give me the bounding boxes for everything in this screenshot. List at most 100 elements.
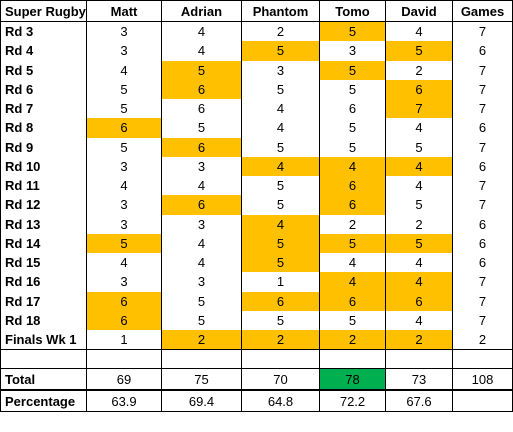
score-cell[interactable]: 5 xyxy=(241,137,320,157)
score-cell[interactable]: 5 xyxy=(241,176,320,196)
games-cell[interactable]: 7 xyxy=(452,176,513,196)
score-cell[interactable]: 5 xyxy=(161,60,242,80)
round-label[interactable]: Rd 3 xyxy=(0,21,87,42)
round-label[interactable]: Rd 8 xyxy=(0,118,87,138)
score-cell[interactable]: 5 xyxy=(86,99,162,119)
score-cell[interactable]: 4 xyxy=(241,156,320,176)
score-cell[interactable]: 5 xyxy=(385,41,453,61)
score-cell[interactable]: 5 xyxy=(319,60,386,80)
score-cell[interactable]: 6 xyxy=(86,118,162,138)
header-phantom[interactable]: Phantom xyxy=(241,0,320,22)
score-cell[interactable]: 5 xyxy=(161,310,242,330)
games-cell[interactable]: 6 xyxy=(452,233,513,253)
round-label[interactable]: Finals Wk 1 xyxy=(0,330,87,351)
games-cell[interactable]: 7 xyxy=(452,195,513,215)
score-cell[interactable]: 2 xyxy=(385,60,453,80)
score-cell[interactable]: 4 xyxy=(319,253,386,273)
score-cell[interactable]: 2 xyxy=(319,330,386,351)
header-super-rugby[interactable]: Super Rugby xyxy=(0,0,87,22)
round-label[interactable]: Rd 6 xyxy=(0,79,87,99)
games-cell[interactable]: 7 xyxy=(452,21,513,42)
score-cell[interactable]: 5 xyxy=(86,79,162,99)
score-cell[interactable]: 3 xyxy=(319,41,386,61)
percentage-games-cell[interactable] xyxy=(452,390,513,413)
round-label[interactable]: Rd 12 xyxy=(0,195,87,215)
score-cell[interactable]: 2 xyxy=(241,330,320,351)
games-cell[interactable]: 6 xyxy=(452,253,513,273)
round-label[interactable]: Rd 9 xyxy=(0,137,87,157)
score-cell[interactable]: 5 xyxy=(241,41,320,61)
games-cell[interactable]: 6 xyxy=(452,118,513,138)
score-cell[interactable]: 2 xyxy=(385,214,453,234)
score-cell[interactable]: 6 xyxy=(385,291,453,311)
score-cell[interactable]: 2 xyxy=(385,330,453,351)
score-cell[interactable]: 6 xyxy=(161,79,242,99)
score-cell[interactable]: 2 xyxy=(161,330,242,351)
score-cell[interactable]: 3 xyxy=(86,156,162,176)
score-cell[interactable]: 4 xyxy=(385,21,453,42)
total-cell[interactable]: 73 xyxy=(385,368,453,392)
score-cell[interactable]: 4 xyxy=(161,41,242,61)
score-cell[interactable]: 5 xyxy=(241,233,320,253)
score-cell[interactable]: 3 xyxy=(161,156,242,176)
total-cell[interactable]: 78 xyxy=(319,368,386,392)
round-label[interactable]: Rd 18 xyxy=(0,310,87,330)
games-cell[interactable]: 7 xyxy=(452,137,513,157)
score-cell[interactable]: 5 xyxy=(241,195,320,215)
round-label[interactable]: Rd 10 xyxy=(0,156,87,176)
score-cell[interactable]: 5 xyxy=(319,233,386,253)
score-cell[interactable]: 6 xyxy=(319,99,386,119)
total-games-cell[interactable]: 108 xyxy=(452,368,513,392)
score-cell[interactable]: 5 xyxy=(319,137,386,157)
percentage-cell[interactable]: 64.8 xyxy=(241,390,320,413)
score-cell[interactable]: 3 xyxy=(86,21,162,42)
games-cell[interactable]: 7 xyxy=(452,79,513,99)
score-cell[interactable]: 4 xyxy=(241,99,320,119)
score-cell[interactable]: 5 xyxy=(319,21,386,42)
score-cell[interactable]: 5 xyxy=(241,310,320,330)
score-cell[interactable]: 4 xyxy=(86,60,162,80)
score-cell[interactable]: 4 xyxy=(319,156,386,176)
score-cell[interactable]: 4 xyxy=(241,118,320,138)
percentage-cell[interactable]: 72.2 xyxy=(319,390,386,413)
score-cell[interactable]: 6 xyxy=(161,137,242,157)
score-cell[interactable]: 1 xyxy=(86,330,162,351)
round-label[interactable]: Rd 14 xyxy=(0,233,87,253)
score-cell[interactable]: 4 xyxy=(319,272,386,292)
score-cell[interactable]: 4 xyxy=(161,233,242,253)
games-cell[interactable]: 6 xyxy=(452,214,513,234)
score-cell[interactable]: 6 xyxy=(385,79,453,99)
score-cell[interactable]: 5 xyxy=(241,79,320,99)
score-cell[interactable]: 6 xyxy=(319,176,386,196)
score-cell[interactable]: 1 xyxy=(241,272,320,292)
header-david[interactable]: David xyxy=(385,0,453,22)
score-cell[interactable]: 3 xyxy=(86,195,162,215)
round-label[interactable]: Rd 16 xyxy=(0,272,87,292)
games-cell[interactable]: 7 xyxy=(452,99,513,119)
score-cell[interactable]: 4 xyxy=(385,253,453,273)
score-cell[interactable]: 3 xyxy=(86,41,162,61)
games-cell[interactable]: 7 xyxy=(452,310,513,330)
score-cell[interactable]: 4 xyxy=(161,21,242,42)
round-label[interactable]: Rd 7 xyxy=(0,99,87,119)
header-adrian[interactable]: Adrian xyxy=(161,0,242,22)
score-cell[interactable]: 4 xyxy=(86,253,162,273)
games-cell[interactable]: 6 xyxy=(452,156,513,176)
score-cell[interactable]: 4 xyxy=(161,253,242,273)
score-cell[interactable]: 6 xyxy=(161,99,242,119)
round-label[interactable]: Rd 13 xyxy=(0,214,87,234)
percentage-cell[interactable]: 63.9 xyxy=(86,390,162,413)
score-cell[interactable]: 4 xyxy=(385,156,453,176)
score-cell[interactable]: 2 xyxy=(319,214,386,234)
header-games[interactable]: Games xyxy=(452,0,513,22)
score-cell[interactable]: 6 xyxy=(86,310,162,330)
round-label[interactable]: Rd 11 xyxy=(0,176,87,196)
empty-cell[interactable] xyxy=(319,349,386,370)
games-cell[interactable]: 2 xyxy=(452,330,513,351)
score-cell[interactable]: 3 xyxy=(161,214,242,234)
total-label[interactable]: Total xyxy=(0,368,87,392)
score-cell[interactable]: 5 xyxy=(319,310,386,330)
score-cell[interactable]: 4 xyxy=(86,176,162,196)
empty-cell[interactable] xyxy=(86,349,162,370)
score-cell[interactable]: 3 xyxy=(86,272,162,292)
